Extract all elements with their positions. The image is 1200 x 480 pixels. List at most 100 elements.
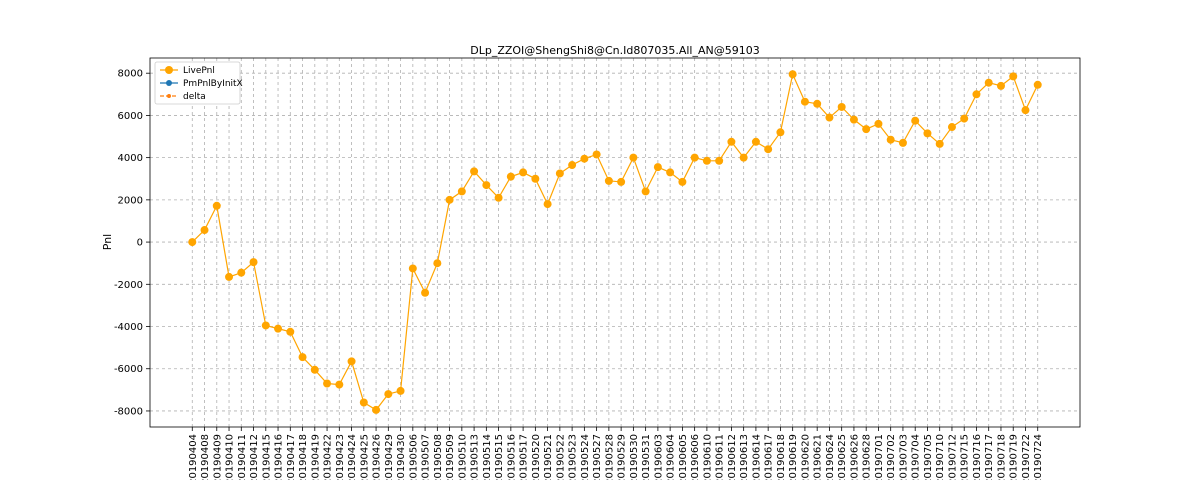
data-point <box>384 390 393 399</box>
x-tick-label: 20190715 <box>960 434 971 480</box>
x-tick-label: 20190606 <box>690 434 701 480</box>
data-point <box>298 353 307 362</box>
y-tick-label: -4000 <box>114 322 143 333</box>
x-tick-label: 20190524 <box>580 434 591 480</box>
x-tick-label: 20190430 <box>396 434 407 480</box>
data-point <box>212 201 221 210</box>
data-point <box>494 193 503 202</box>
x-tick-label: 20190717 <box>984 434 995 480</box>
x-tick-label: 20190516 <box>506 434 517 480</box>
data-point <box>972 90 981 99</box>
data-point <box>886 135 895 144</box>
x-tick-label: 20190614 <box>751 434 762 480</box>
data-point <box>286 327 295 336</box>
series-line <box>191 72 1039 411</box>
data-point <box>678 177 687 186</box>
x-tick-label: 20190416 <box>274 434 285 480</box>
data-point <box>555 169 564 178</box>
legend-marker <box>165 66 173 74</box>
x-tick-label: 20190510 <box>457 434 468 480</box>
y-tick-label: 0 <box>137 238 143 249</box>
x-tick-label: 20190424 <box>347 434 358 480</box>
data-point <box>310 365 319 374</box>
data-point <box>359 398 368 407</box>
x-tick-label: 20190527 <box>592 434 603 480</box>
x-tick-label: 20190426 <box>372 434 383 480</box>
data-point <box>739 153 748 162</box>
data-point <box>837 102 846 111</box>
x-tick-label: 20190425 <box>359 434 370 480</box>
x-tick-label: 20190404 <box>188 434 199 480</box>
x-tick-label: 20190521 <box>543 434 554 480</box>
x-tick-label: 20190619 <box>788 434 799 480</box>
data-point <box>1009 72 1018 81</box>
legend-marker <box>167 94 171 98</box>
x-tick-label: 20190508 <box>433 434 444 480</box>
data-point <box>457 187 466 196</box>
x-tick-label: 20190418 <box>298 434 309 480</box>
data-point <box>629 153 638 162</box>
x-tick-label: 20190523 <box>568 434 579 480</box>
x-tick-label: 20190719 <box>1009 434 1020 480</box>
data-point <box>237 268 246 277</box>
x-tick-label: 20190702 <box>886 434 897 480</box>
x-tick-label: 20190410 <box>225 434 236 480</box>
x-tick-label: 20190722 <box>1021 434 1032 480</box>
x-tick-label: 20190603 <box>653 434 664 480</box>
y-tick-label: 6000 <box>118 111 143 122</box>
y-tick-label: 2000 <box>118 195 143 206</box>
data-point <box>849 115 858 124</box>
data-point <box>996 81 1005 90</box>
data-point <box>274 324 283 333</box>
data-point <box>421 288 430 297</box>
data-point <box>653 163 662 172</box>
data-point <box>751 137 760 146</box>
x-tick-label: 20190415 <box>261 434 272 480</box>
data-point <box>702 156 711 165</box>
data-point <box>408 264 417 273</box>
y-tick-label: -6000 <box>114 364 143 375</box>
x-tick-label: 20190507 <box>421 434 432 480</box>
x-tick-label: 20190703 <box>898 434 909 480</box>
x-tick-label: 20190628 <box>862 434 873 480</box>
legend-label: delta <box>183 92 206 102</box>
x-tick-label: 20190605 <box>678 434 689 480</box>
x-tick-label: 20190704 <box>911 434 922 480</box>
data-point <box>323 379 332 388</box>
x-tick-label: 20190613 <box>739 434 750 480</box>
x-tick-label: 20190408 <box>200 434 211 480</box>
x-tick-label: 20190718 <box>996 434 1007 480</box>
x-tick-label: 20190531 <box>641 434 652 480</box>
x-tick-label: 20190411 <box>237 434 248 480</box>
data-point <box>898 138 907 147</box>
x-tick-label: 20190417 <box>286 434 297 480</box>
data-point <box>188 238 197 247</box>
x-tick-label: 20190712 <box>947 434 958 480</box>
data-point <box>433 259 442 268</box>
data-point <box>335 380 344 389</box>
x-tick-label: 20190617 <box>764 434 775 480</box>
x-tick-label: 20190529 <box>617 434 628 480</box>
x-tick-label: 20190412 <box>249 434 260 480</box>
x-tick-label: 20190528 <box>604 434 615 480</box>
x-tick-label: 20190620 <box>800 434 811 480</box>
data-point <box>788 70 797 79</box>
data-point <box>604 176 613 185</box>
data-point <box>1021 106 1030 115</box>
data-point <box>531 174 540 183</box>
x-tick-label: 20190701 <box>874 434 885 480</box>
data-point <box>580 154 589 163</box>
data-point <box>1033 80 1042 89</box>
data-point <box>825 113 834 122</box>
data-point <box>249 258 258 267</box>
data-point <box>543 200 552 209</box>
data-point <box>764 145 773 154</box>
data-point <box>200 226 209 235</box>
data-point <box>690 153 699 162</box>
data-point <box>617 177 626 186</box>
x-tick-label: 20190513 <box>470 434 481 480</box>
x-tick-label: 20190618 <box>776 434 787 480</box>
legend-label: PmPnlByInitX <box>183 79 243 89</box>
x-tick-label: 20190716 <box>972 434 983 480</box>
